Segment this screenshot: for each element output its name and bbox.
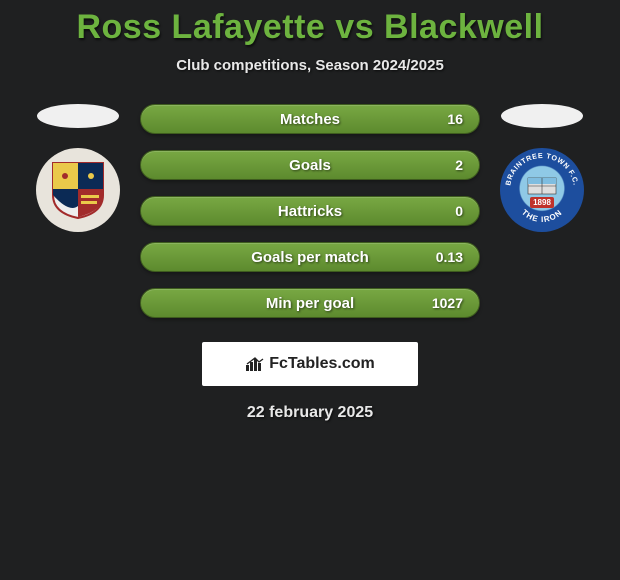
- stat-value: 2: [455, 157, 463, 173]
- player-left-avatar-placeholder: [37, 104, 119, 128]
- comparison-row: Matches 16 Goals 2 Hattricks 0 Goals per…: [0, 104, 620, 318]
- shield-icon: [51, 161, 105, 219]
- stat-value: 16: [447, 111, 463, 127]
- stat-value: 0.13: [436, 249, 463, 265]
- site-label: FcTables.com: [269, 355, 375, 373]
- stat-label: Goals: [289, 157, 331, 174]
- page-title: Ross Lafayette vs Blackwell: [0, 8, 620, 47]
- stat-bar-min-per-goal: Min per goal 1027: [140, 288, 480, 318]
- club-crest-left: [36, 148, 120, 232]
- stat-label: Matches: [280, 111, 340, 128]
- stat-bar-hattricks: Hattricks 0: [140, 196, 480, 226]
- crest-ring-text-icon: BRAINTREE TOWN F.C. THE IRON: [500, 148, 584, 232]
- player-right-avatar-placeholder: [501, 104, 583, 128]
- stat-label: Hattricks: [278, 203, 342, 220]
- date-label: 22 february 2025: [0, 404, 620, 422]
- stat-value: 0: [455, 203, 463, 219]
- stat-bar-goals: Goals 2: [140, 150, 480, 180]
- stat-label: Min per goal: [266, 295, 354, 312]
- player-right-column: BRAINTREE TOWN F.C. THE IRON 1898: [492, 104, 592, 232]
- stat-bars: Matches 16 Goals 2 Hattricks 0 Goals per…: [140, 104, 480, 318]
- player-left-column: [28, 104, 128, 232]
- club-crest-right: BRAINTREE TOWN F.C. THE IRON 1898: [500, 148, 584, 232]
- stat-bar-matches: Matches 16: [140, 104, 480, 134]
- stat-bar-goals-per-match: Goals per match 0.13: [140, 242, 480, 272]
- crest-year-badge: 1898: [530, 197, 554, 208]
- subtitle: Club competitions, Season 2024/2025: [0, 57, 620, 74]
- root: Ross Lafayette vs Blackwell Club competi…: [0, 0, 620, 422]
- stat-value: 1027: [432, 295, 463, 311]
- stat-label: Goals per match: [251, 249, 369, 266]
- site-badge: FcTables.com: [202, 342, 418, 386]
- bars-icon: [245, 356, 265, 372]
- svg-text:THE IRON: THE IRON: [520, 208, 564, 224]
